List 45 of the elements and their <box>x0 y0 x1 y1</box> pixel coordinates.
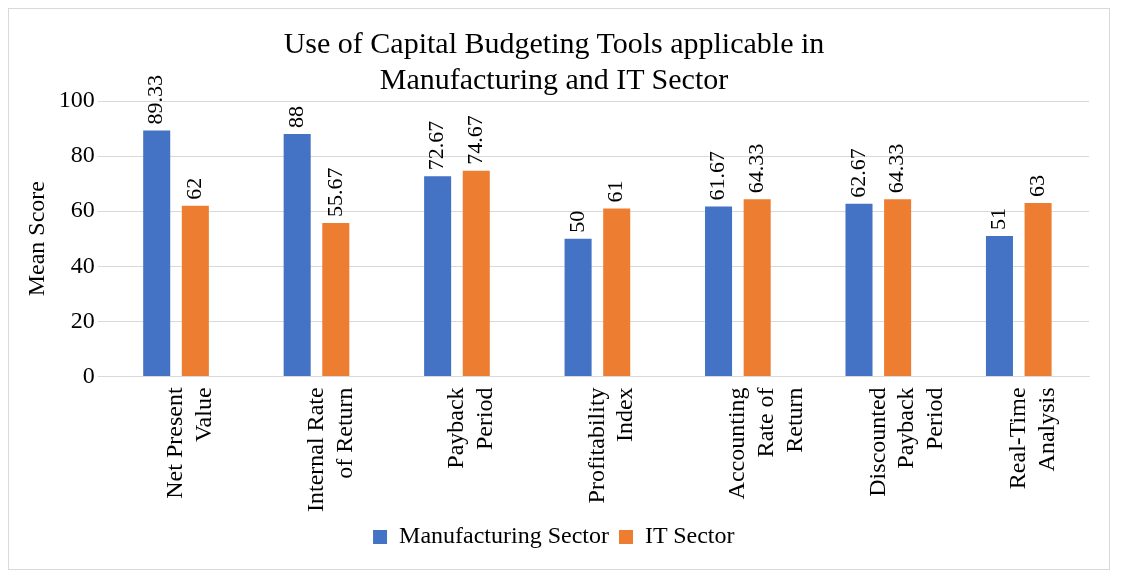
x-tick-label: Real-Time Analysis <box>1004 387 1059 490</box>
data-label: 61 <box>602 180 628 203</box>
bar <box>1024 202 1052 376</box>
x-tick-label: Internal Rate of Return <box>301 387 357 512</box>
legend-label: Manufacturing Sector <box>399 522 609 549</box>
y-tick-label: 80 <box>70 141 95 168</box>
data-label: 74.67 <box>462 115 488 165</box>
x-tick-label: Profitability Index <box>582 387 638 504</box>
data-label: 62 <box>181 177 207 200</box>
y-tick-label: 40 <box>70 251 95 278</box>
bar <box>564 238 592 376</box>
data-label: 89.33 <box>142 74 168 125</box>
bar <box>181 205 209 376</box>
y-tick-label: 20 <box>70 306 95 333</box>
bar <box>143 130 171 376</box>
data-label: 50 <box>563 210 589 233</box>
data-label: 51 <box>985 207 1011 230</box>
x-tick-label: Payback Period <box>442 387 498 469</box>
data-label: 72.67 <box>423 120 449 171</box>
data-label: 61.67 <box>704 151 730 201</box>
bar <box>603 208 631 376</box>
legend-label: IT Sector <box>644 522 735 549</box>
bar <box>985 235 1013 376</box>
x-tick-label: Discounted Payback Period <box>863 387 948 497</box>
x-tick-label: Net Present Value <box>161 387 217 499</box>
chart-title: Use of Capital Budgeting Tools applicable in Manufacturing and IT Sector <box>283 25 825 95</box>
data-label: 63 <box>1023 174 1049 197</box>
bar <box>884 199 912 376</box>
data-label: 64.33 <box>742 143 768 194</box>
bar <box>743 199 771 376</box>
x-tick-label: Accounting Rate of Return <box>723 387 807 500</box>
y-axis-title: Mean Score <box>22 181 49 297</box>
bar <box>845 203 873 376</box>
y-tick-label: 60 <box>70 196 95 223</box>
bar <box>462 170 490 376</box>
bar <box>322 223 350 376</box>
data-label: 62.67 <box>844 148 870 198</box>
data-label: 64.33 <box>883 143 909 194</box>
bar <box>424 176 452 376</box>
y-tick-label: 0 <box>82 361 95 388</box>
bar <box>283 134 311 376</box>
bar <box>705 206 733 376</box>
data-label: 88 <box>282 106 308 129</box>
y-tick-label: 100 <box>58 86 95 113</box>
data-label: 55.67 <box>321 167 347 218</box>
